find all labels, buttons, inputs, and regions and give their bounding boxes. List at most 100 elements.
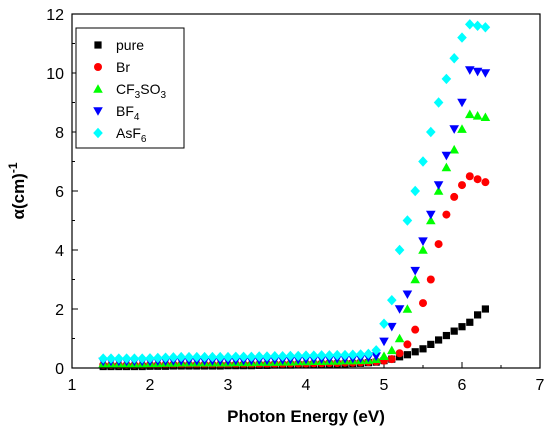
data-point: [466, 318, 474, 326]
data-point: [410, 274, 420, 284]
y-tick-label: 6: [55, 184, 64, 201]
x-tick-label: 5: [380, 377, 389, 394]
x-tick-label: 2: [146, 377, 155, 394]
data-point: [285, 350, 296, 362]
data-point: [379, 318, 389, 329]
data-point: [324, 350, 335, 361]
data-point: [168, 352, 179, 363]
data-point: [340, 349, 350, 361]
data-point: [433, 97, 444, 108]
data-point: [387, 294, 397, 306]
data-point: [411, 325, 420, 334]
data-point: [387, 345, 397, 355]
x-tick-label: 6: [458, 377, 467, 394]
y-tick-label: 12: [46, 7, 64, 24]
data-point: [458, 181, 466, 190]
data-point: [465, 66, 475, 75]
data-point: [371, 345, 381, 356]
data-point: [363, 348, 374, 360]
data-point: [270, 351, 280, 362]
legend-marker: [93, 84, 103, 93]
data-point: [137, 353, 147, 364]
x-tick-label: 3: [224, 377, 233, 394]
data-point: [465, 19, 475, 30]
data-point: [301, 350, 311, 361]
data-point: [481, 178, 490, 187]
data-point: [379, 337, 389, 347]
data-point: [480, 69, 491, 78]
y-tick-label: 4: [55, 243, 64, 260]
data-point: [160, 352, 171, 363]
data-point: [121, 353, 132, 364]
legend-label: pure: [116, 37, 144, 53]
data-point: [480, 22, 491, 33]
data-point: [98, 353, 108, 364]
data-point: [450, 327, 458, 335]
data-point: [129, 353, 140, 364]
legend-label: AsF6: [116, 125, 147, 145]
data-point: [371, 352, 381, 361]
data-point: [472, 110, 483, 120]
data-point: [355, 349, 366, 360]
y-tick-labels: 0 2 4 6 8 10 12: [46, 7, 64, 378]
data-point: [426, 275, 435, 284]
x-tick-label: 1: [68, 377, 77, 394]
data-point: [418, 237, 428, 246]
data-point: [223, 351, 233, 363]
data-point: [231, 351, 241, 362]
data-point: [238, 351, 249, 362]
data-point: [379, 351, 389, 360]
data-point: [410, 185, 420, 197]
data-point: [473, 175, 482, 184]
legend-marker: [94, 41, 102, 49]
legend-label: CF3SO3: [116, 81, 166, 101]
data-point: [418, 156, 428, 167]
series-br: [99, 172, 490, 370]
y-axis-title-sup: -1: [6, 162, 20, 173]
data-point: [394, 244, 405, 256]
data-point: [199, 351, 210, 363]
data-point: [192, 351, 202, 363]
data-point: [434, 240, 443, 249]
data-point: [394, 333, 405, 343]
data-point: [474, 311, 482, 319]
data-point: [435, 336, 443, 344]
x-tick-label: 4: [302, 377, 311, 394]
data-point: [472, 67, 483, 77]
data-point: [293, 350, 303, 362]
data-point: [403, 351, 411, 359]
data-point: [426, 210, 436, 220]
data-point: [277, 351, 288, 362]
data-point: [348, 349, 358, 360]
data-point: [394, 305, 405, 314]
data-point: [426, 215, 436, 225]
data-point: [184, 351, 194, 363]
data-point: [441, 151, 452, 161]
data-point: [457, 32, 467, 43]
data-point: [402, 215, 413, 226]
plot-area-frame: [71, 13, 541, 369]
data-point: [246, 351, 257, 362]
series-asf6: [98, 19, 491, 364]
x-tick-label: 7: [536, 377, 545, 394]
legend-marker: [94, 63, 102, 71]
data-point: [458, 323, 466, 331]
legend-label: BF4: [116, 103, 140, 123]
data-point: [145, 353, 155, 364]
data-point: [410, 266, 420, 276]
data-point: [465, 172, 474, 181]
data-point: [402, 304, 413, 313]
y-axis-title-main: α(cm): [9, 173, 28, 219]
data-point: [106, 353, 116, 364]
data-point: [419, 345, 427, 353]
plot-markers: [98, 19, 491, 371]
data-point: [442, 210, 451, 219]
data-point: [433, 186, 444, 195]
data-point: [402, 290, 413, 300]
data-point: [449, 125, 459, 134]
data-point: [387, 322, 397, 332]
data-point: [427, 340, 435, 348]
data-point: [254, 351, 264, 362]
data-point: [433, 181, 444, 190]
